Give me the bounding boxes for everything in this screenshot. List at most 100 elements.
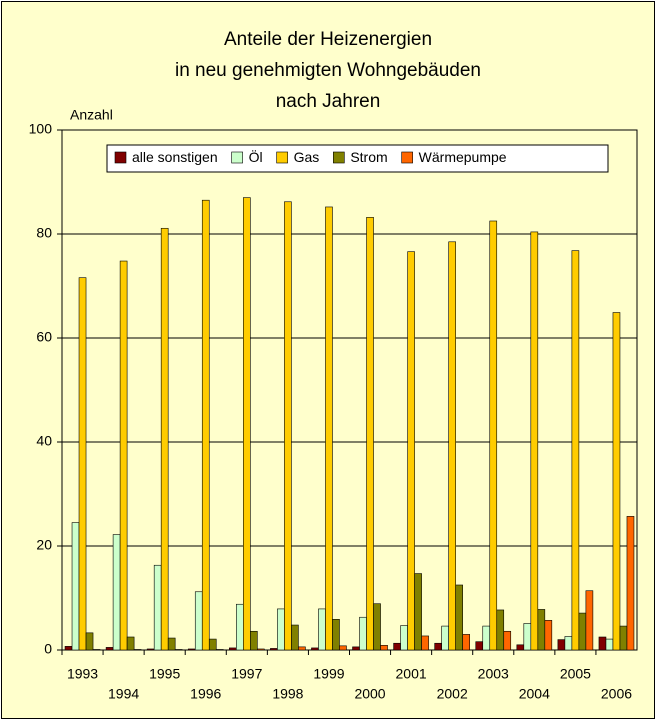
x-tick-label: 2003 [478,666,509,682]
bar [167,637,176,651]
bar [257,648,265,651]
y-tick-label: 20 [36,537,52,553]
bar [243,197,251,651]
x-tick-label: 2000 [354,686,385,702]
bar [380,645,388,651]
x-tick-label: 2002 [437,686,468,702]
bar [414,573,422,651]
bar [318,608,326,651]
bar [434,642,442,651]
bar [626,516,635,651]
bar [571,250,580,651]
bar [146,648,155,651]
bar [530,231,539,651]
bar [85,632,94,651]
bar [557,639,566,651]
x-tick-label: 1998 [272,686,303,702]
bar [441,625,449,651]
y-tick-label: 0 [44,641,52,657]
x-tick-label: 1997 [231,666,262,682]
x-tick-label: 2005 [560,666,591,682]
bar [119,260,128,651]
bar [598,636,607,651]
bar [544,620,553,651]
bar [187,648,196,651]
bar [585,590,594,651]
bar [174,649,183,651]
bar [339,645,347,651]
bar [407,251,415,651]
bar [496,609,505,651]
bar [612,312,621,651]
legend-swatch [231,151,243,164]
bar [537,609,546,651]
bar [126,636,135,651]
bar [64,646,73,651]
bar [284,201,292,651]
bar [236,603,244,651]
bar [250,630,258,651]
bar [105,647,114,651]
bar [503,630,512,651]
x-tick-label: 1995 [149,666,180,682]
legend-swatch [401,151,413,164]
bar [523,623,532,651]
legend-label: Strom [350,149,387,165]
bar [475,641,484,651]
bar [71,522,80,651]
legend-label: Gas [294,149,320,165]
bar [291,624,299,651]
bar [605,638,614,651]
bar [208,638,217,651]
bar [325,206,333,651]
legend-swatch [333,151,345,164]
bar [421,635,429,651]
bar [393,642,401,651]
bar [270,648,278,651]
x-tick-label: 2001 [396,666,427,682]
y-tick-label: 100 [29,121,53,137]
bar [455,584,463,651]
bar [516,644,525,651]
bar [373,603,381,651]
bar [133,649,142,651]
bar [462,634,470,651]
legend-label: alle sonstigen [132,149,218,165]
bar [160,227,169,651]
bar [153,564,162,651]
y-tick-label: 80 [36,225,52,241]
legend-box [106,144,609,173]
bar [78,277,87,651]
bar [311,647,319,651]
y-tick-label: 40 [36,433,52,449]
bar [400,625,408,651]
bar [92,649,101,651]
bar [112,534,121,651]
x-tick-label: 2004 [519,686,550,702]
bar [352,646,360,651]
bar [564,636,573,651]
bar [277,608,285,651]
y-axis-label: Anzahl [70,107,113,123]
chart-title: nach Jahren [276,91,381,112]
chart-title: in neu genehmigten Wohngebäuden [175,60,481,81]
x-tick-label: 1993 [67,666,98,682]
x-tick-label: 2006 [601,686,632,702]
bar [298,646,306,651]
bar [229,647,237,651]
x-tick-label: 1994 [108,686,139,702]
bar [201,199,210,651]
bar [359,616,367,651]
legend-swatch [114,151,127,164]
legend-swatch [276,151,288,164]
bar [489,220,498,651]
bar [619,625,628,651]
chart-title: Anteile der Heizenergien [224,29,432,50]
bar [366,217,374,651]
bar [332,619,340,651]
x-tick-label: 1999 [313,666,344,682]
bar [215,649,224,651]
x-tick-label: 1996 [190,686,221,702]
legend-label: Wärmepumpe [419,149,507,165]
